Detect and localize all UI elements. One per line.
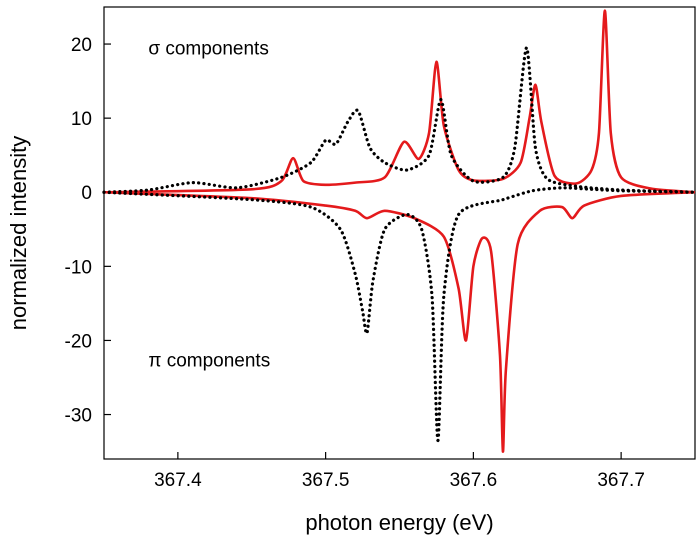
y-tick-label: 0 [81, 183, 92, 204]
solid-pi-series-line [103, 190, 696, 453]
x-tick-label: 367.7 [597, 470, 645, 491]
annotation-pi-components: π components [148, 350, 270, 371]
y-tick-label: -10 [65, 257, 92, 278]
x-axis-title: photon energy (eV) [305, 510, 493, 535]
dotted-pi-series-line [102, 186, 697, 443]
y-tick-label: -30 [65, 406, 92, 427]
x-tick-label: 367.4 [154, 470, 202, 491]
x-tick-label: 367.5 [302, 470, 350, 491]
x-tick-label: 367.6 [450, 470, 498, 491]
plot-frame [103, 6, 696, 460]
y-tick-label: 10 [71, 109, 92, 130]
annotation-sigma-components: σ components [148, 38, 269, 59]
series-layer [102, 9, 697, 453]
y-axis-title: normalized intensity [6, 136, 31, 330]
dotted-sigma-series-line [102, 46, 697, 194]
y-tick-label: -20 [65, 331, 92, 352]
y-tick-label: 20 [71, 35, 92, 56]
x-axis: 367.4 367.5 367.6 367.7 [154, 452, 645, 491]
